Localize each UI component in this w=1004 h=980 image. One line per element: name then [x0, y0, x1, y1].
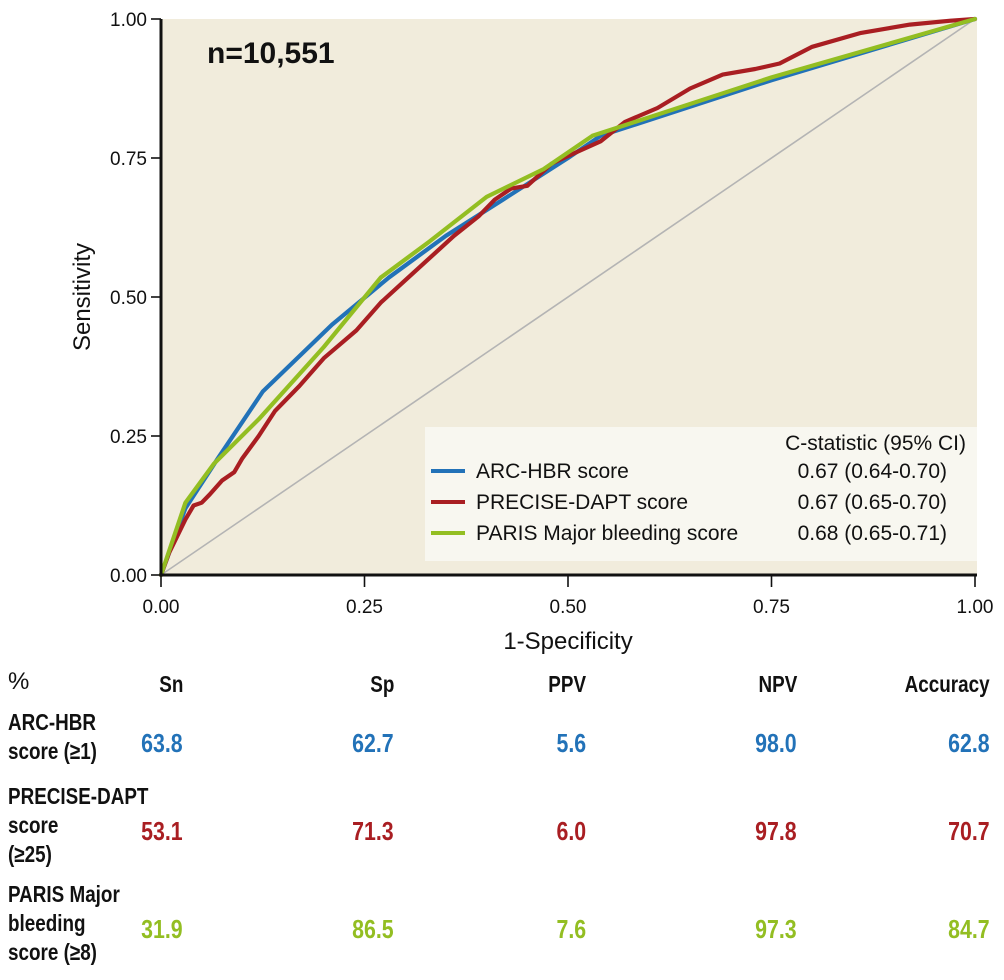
table-cell-sp: 86.5 — [352, 914, 394, 944]
y-tick-label: 1.00 — [110, 10, 147, 31]
table-cell-ppv: 7.6 — [556, 914, 586, 944]
x-tick-label: 0.00 — [143, 597, 180, 618]
table-cell-accuracy: 84.7 — [948, 914, 990, 944]
table-cell-npv: 98.0 — [755, 728, 797, 758]
table-header-npv: NPV — [758, 671, 797, 697]
table-header-accuracy: Accuracy — [905, 671, 990, 697]
y-tick-label: 0.00 — [110, 566, 147, 587]
x-tick-label: 1.00 — [957, 597, 994, 618]
y-tick-label: 0.75 — [110, 149, 147, 170]
x-tick-label: 0.75 — [753, 597, 790, 618]
legend-label: ARC-HBR score — [476, 460, 629, 483]
legend-c-statistic: 0.68 (0.65-0.71) — [798, 522, 947, 545]
table-header-ppv: PPV — [548, 671, 586, 697]
y-axis-title: Sensitivity — [69, 243, 96, 351]
legend-background — [425, 427, 977, 561]
table-cell-accuracy: 62.8 — [948, 728, 990, 758]
row-label-line: ARC-HBR — [8, 709, 97, 735]
table-row-label: ARC-HBR score (≥1) — [8, 708, 97, 766]
table-cell-sp: 71.3 — [352, 816, 394, 846]
x-tick-label: 0.50 — [550, 597, 587, 618]
table-header-sp: Sp — [369, 671, 394, 697]
x-axis-title: 1-Specificity — [503, 628, 632, 655]
row-label-line: PRECISE-DAPT — [8, 783, 149, 809]
legend: C-statistic (95% CI) ARC-HBR score 0.67 (… — [425, 427, 977, 561]
row-label-line: PARIS Major — [8, 881, 120, 907]
series-line-paris-major-bleeding-score — [158, 16, 978, 578]
row-label-line: (≥25) — [8, 841, 52, 867]
row-label-line: score (≥8) — [8, 939, 97, 965]
table-cell-ppv: 5.6 — [556, 728, 586, 758]
table-cell-accuracy: 70.7 — [948, 816, 990, 846]
row-label-line: score (≥1) — [8, 738, 97, 764]
roc-chart: C-statistic (95% CI) ARC-HBR score 0.67 (… — [69, 10, 994, 655]
row-label-line: score — [8, 812, 59, 838]
legend-header: C-statistic (95% CI) — [785, 432, 966, 455]
table-cell-sn: 63.8 — [141, 728, 183, 758]
legend-c-statistic: 0.67 (0.64-0.70) — [798, 460, 947, 483]
series-line-precise-dapt-score — [158, 16, 978, 578]
table-cell-npv: 97.3 — [755, 914, 797, 944]
row-label-line: bleeding — [8, 910, 86, 936]
y-tick-label: 0.50 — [110, 288, 147, 309]
legend-label: PRECISE-DAPT score — [476, 491, 688, 514]
sample-size-annotation: n=10,551 — [207, 37, 335, 70]
reference-diagonal-line — [160, 18, 976, 576]
table-cell-sp: 62.7 — [352, 728, 394, 758]
y-axis-ticks: 0.00 0.25 0.50 0.75 1.00 — [110, 10, 161, 587]
legend-c-statistic: 0.67 (0.65-0.70) — [798, 491, 947, 514]
table-corner-label: % — [8, 668, 30, 695]
y-tick-label: 0.25 — [110, 427, 147, 448]
x-tick-label: 0.25 — [346, 597, 383, 618]
table-header-sn: Sn — [158, 671, 183, 697]
table-cell-npv: 97.8 — [755, 816, 797, 846]
table-row-label: PARIS Major bleeding score (≥8) — [8, 880, 120, 967]
x-axis-ticks: 0.00 0.25 0.50 0.75 1.00 — [143, 575, 994, 618]
table-cell-ppv: 6.0 — [556, 816, 586, 846]
table-cell-sn: 31.9 — [141, 914, 183, 944]
table-cell-sn: 53.1 — [141, 816, 183, 846]
series-layer — [158, 16, 978, 578]
table-row-label: PRECISE-DAPT score (≥25) — [8, 782, 148, 869]
legend-label: PARIS Major bleeding score — [476, 522, 738, 545]
